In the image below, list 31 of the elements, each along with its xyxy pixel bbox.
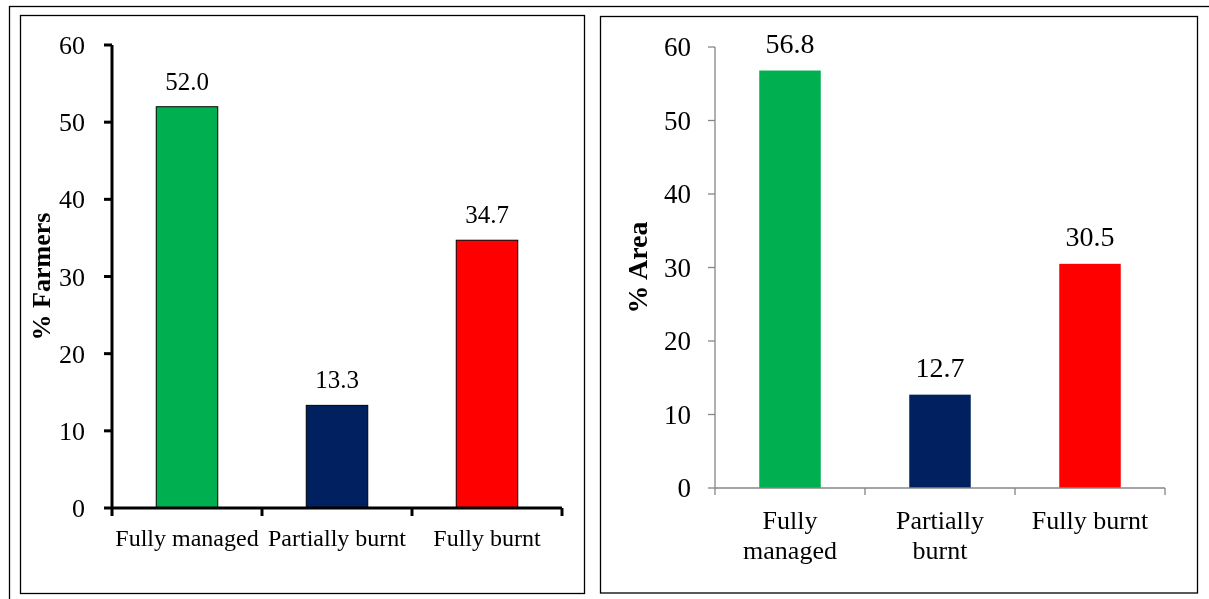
bar [1059, 263, 1121, 488]
data-label: 52.0 [165, 67, 209, 95]
x-tick-label: Fully burnt [1031, 506, 1149, 535]
x-tick-label: Fully burnt [433, 525, 541, 551]
data-label: 30.5 [1065, 220, 1115, 252]
y-tick-label: 20 [59, 339, 85, 369]
bar [759, 70, 821, 488]
y-tick-label: 30 [664, 252, 691, 283]
y-tick-label: 50 [59, 108, 85, 138]
y-tick-label: 10 [59, 416, 85, 446]
y-axis-title: % Farmers [27, 212, 57, 341]
y-tick-label: 40 [59, 185, 85, 215]
data-label: 13.3 [315, 366, 359, 394]
y-tick-label: 0 [677, 473, 691, 504]
y-tick-label: 60 [59, 31, 85, 61]
data-label: 56.8 [765, 27, 815, 59]
y-tick-label: 30 [59, 262, 85, 292]
data-label: 12.7 [915, 351, 965, 383]
x-tick-label: Partially burnt [895, 506, 985, 565]
bar [909, 394, 971, 488]
x-tick-label: Fully managed [115, 525, 259, 551]
y-tick-label: 40 [664, 179, 691, 210]
y-axis-title: % Area [621, 221, 653, 314]
x-tick-label: Partially burnt [268, 525, 407, 551]
x-tick-label: Fully managed [743, 506, 837, 565]
y-tick-label: 60 [664, 32, 691, 63]
y-tick-label: 10 [664, 399, 691, 430]
y-tick-label: 50 [664, 105, 691, 136]
data-label: 34.7 [465, 201, 509, 229]
y-tick-label: 20 [664, 326, 691, 357]
y-tick-label: 0 [72, 494, 85, 524]
